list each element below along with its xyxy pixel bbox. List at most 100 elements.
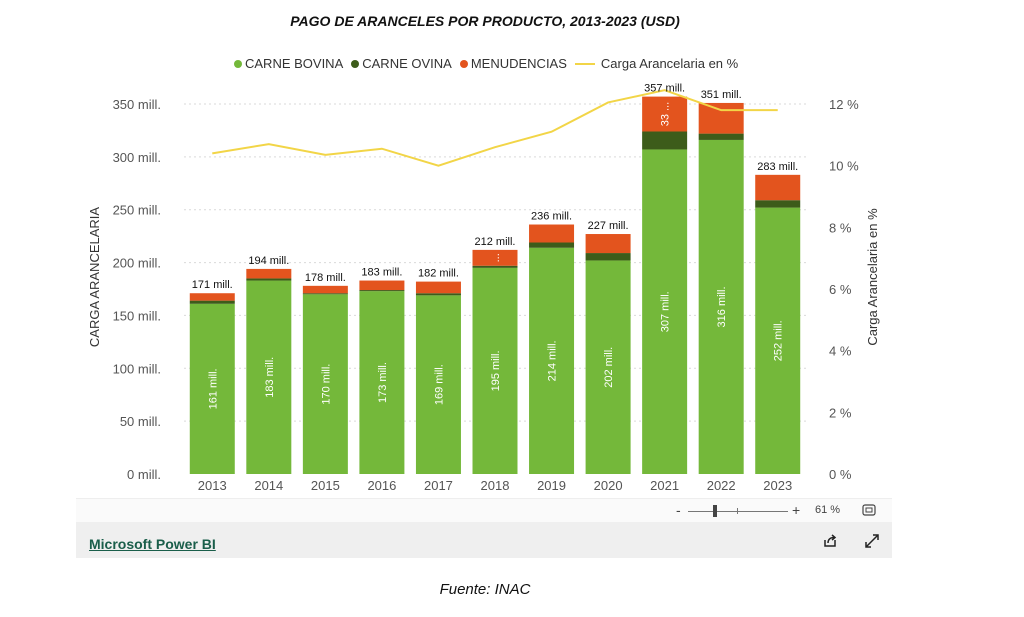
bar-ovina <box>302 293 348 295</box>
zoom-out-button[interactable]: - <box>676 502 681 518</box>
x-tick-label: 2014 <box>254 478 283 493</box>
bar-label-menudencias: 33 ... <box>660 102 672 126</box>
bar-label-bovina: 173 mill. <box>377 362 389 403</box>
bar-bovina <box>585 260 631 474</box>
bar-menudencias <box>642 96 688 132</box>
bar-label-bovina: 161 mill. <box>207 368 219 409</box>
bar-menudencias <box>472 249 518 266</box>
bar-menudencias <box>585 234 631 254</box>
y2-tick-label: 2 % <box>829 405 852 420</box>
share-icon[interactable] <box>822 533 838 549</box>
bar-label-bovina: 183 mill. <box>264 357 276 398</box>
legend-marker-menudencias <box>459 59 468 68</box>
bar-ovina <box>698 133 744 140</box>
legend-label-menudencias: MENUDENCIAS <box>470 56 567 71</box>
zoom-slider-thumb[interactable] <box>713 505 717 517</box>
x-tick-label: 2023 <box>763 478 792 493</box>
total-label: 236 mill. <box>531 211 572 223</box>
legend-label-ovina: CARNE OVINA <box>362 56 452 71</box>
x-tick-label: 2015 <box>311 478 340 493</box>
y-tick-label: 300 mill. <box>113 150 161 165</box>
bar-menudencias <box>529 224 575 243</box>
bar-ovina <box>529 242 575 248</box>
bar-label-bovina: 214 mill. <box>547 340 559 381</box>
total-label: 351 mill. <box>701 89 742 101</box>
total-label: 283 mill. <box>757 161 798 173</box>
total-label: 182 mill. <box>418 268 459 280</box>
bar-label-bovina: 316 mill. <box>716 286 728 327</box>
y2-tick-label: 8 % <box>829 220 852 235</box>
y-axis-left: 0 mill. 50 mill. 100 mill. 150 mill. 200 mil… <box>113 97 161 482</box>
bar-label-bovina: 307 mill. <box>660 291 672 332</box>
total-label: 178 mill. <box>305 272 346 284</box>
y-axis-title: CARGA ARANCELARIA <box>87 207 102 347</box>
bar-bovina <box>415 295 461 474</box>
bar-label-bovina: 195 mill. <box>490 350 502 391</box>
fit-to-page-icon[interactable] <box>862 503 876 517</box>
x-tick-label: 2019 <box>537 478 566 493</box>
y-tick-label: 150 mill. <box>113 308 161 323</box>
legend-item-carga[interactable]: Carga Arancelaria en % <box>574 56 739 71</box>
legend: CARNE BOVINA CARNE OVINA MENUDENCIAS Car… <box>234 56 746 71</box>
x-tick-label: 2022 <box>707 478 736 493</box>
bar-menudencias <box>755 174 801 201</box>
y-tick-label: 350 mill. <box>113 97 161 112</box>
bar-ovina <box>189 300 235 304</box>
y-tick-label: 250 mill. <box>113 203 161 218</box>
footer-bar: Microsoft Power BI <box>76 522 892 558</box>
total-label: 194 mill. <box>248 255 289 267</box>
y-tick-label: 100 mill. <box>113 361 161 376</box>
y2-tick-label: 4 % <box>829 344 852 359</box>
zoom-value: 61 % <box>815 504 841 516</box>
chart-plot: 0 mill. 50 mill. 100 mill. 150 mill. 200 mil… <box>87 83 880 493</box>
y2-tick-label: 12 % <box>829 97 859 112</box>
bar-label-bovina: 252 mill. <box>773 320 785 361</box>
legend-label-bovina: CARNE BOVINA <box>245 56 344 71</box>
total-label: 212 mill. <box>475 236 516 248</box>
zoom-slider-tick <box>737 508 738 514</box>
x-tick-label: 2020 <box>594 478 623 493</box>
bar-bovina <box>529 247 575 474</box>
bar-ovina <box>472 265 518 268</box>
y-tick-label: 0 mill. <box>127 467 161 482</box>
x-tick-label: 2018 <box>481 478 510 493</box>
total-label: 227 mill. <box>588 220 629 232</box>
bar-label-menudencias: ... <box>490 253 502 262</box>
y-tick-label: 200 mill. <box>113 256 161 271</box>
y-tick-label: 50 mill. <box>120 414 161 429</box>
legend-marker-carga <box>574 62 595 65</box>
bar-label-bovina: 202 mill. <box>603 347 615 388</box>
source-note: Fuente: INAC <box>439 581 531 598</box>
total-label: 171 mill. <box>192 279 233 291</box>
zoom-slider-track[interactable] <box>688 511 788 512</box>
bar-ovina <box>755 200 801 208</box>
x-tick-label: 2017 <box>424 478 453 493</box>
y2-tick-label: 0 % <box>829 467 852 482</box>
bar-ovina <box>585 253 631 261</box>
y2-tick-label: 10 % <box>829 159 859 174</box>
zoom-in-button[interactable]: + <box>792 502 801 518</box>
bar-bovina <box>698 139 744 474</box>
bar-menudencias <box>359 280 405 291</box>
legend-item-bovina[interactable]: CARNE BOVINA <box>234 56 343 71</box>
bar-menudencias <box>246 268 292 279</box>
bar-bovina <box>642 149 688 474</box>
bar-ovina <box>642 131 688 150</box>
bar-bovina <box>246 280 292 474</box>
legend-item-ovina[interactable]: CARNE OVINA <box>351 56 452 71</box>
powerbi-link[interactable]: Microsoft Power BI <box>89 536 216 552</box>
x-tick-label: 2016 <box>367 478 396 493</box>
line-series-carga <box>212 89 778 167</box>
x-tick-label: 2013 <box>198 478 227 493</box>
bar-menudencias <box>698 102 744 134</box>
expand-icon[interactable] <box>864 533 880 549</box>
bar-menudencias <box>302 285 348 294</box>
total-label: 357 mill. <box>644 83 685 95</box>
total-label: 183 mill. <box>361 267 402 279</box>
y2-axis-title: Carga Arancelaria en % <box>865 208 880 346</box>
bar-bovina <box>472 267 518 474</box>
legend-item-menudencias[interactable]: MENUDENCIAS <box>459 56 567 71</box>
bar-menudencias <box>415 281 461 294</box>
y2-tick-label: 6 % <box>829 282 852 297</box>
legend-label-carga: Carga Arancelaria en % <box>600 56 739 71</box>
